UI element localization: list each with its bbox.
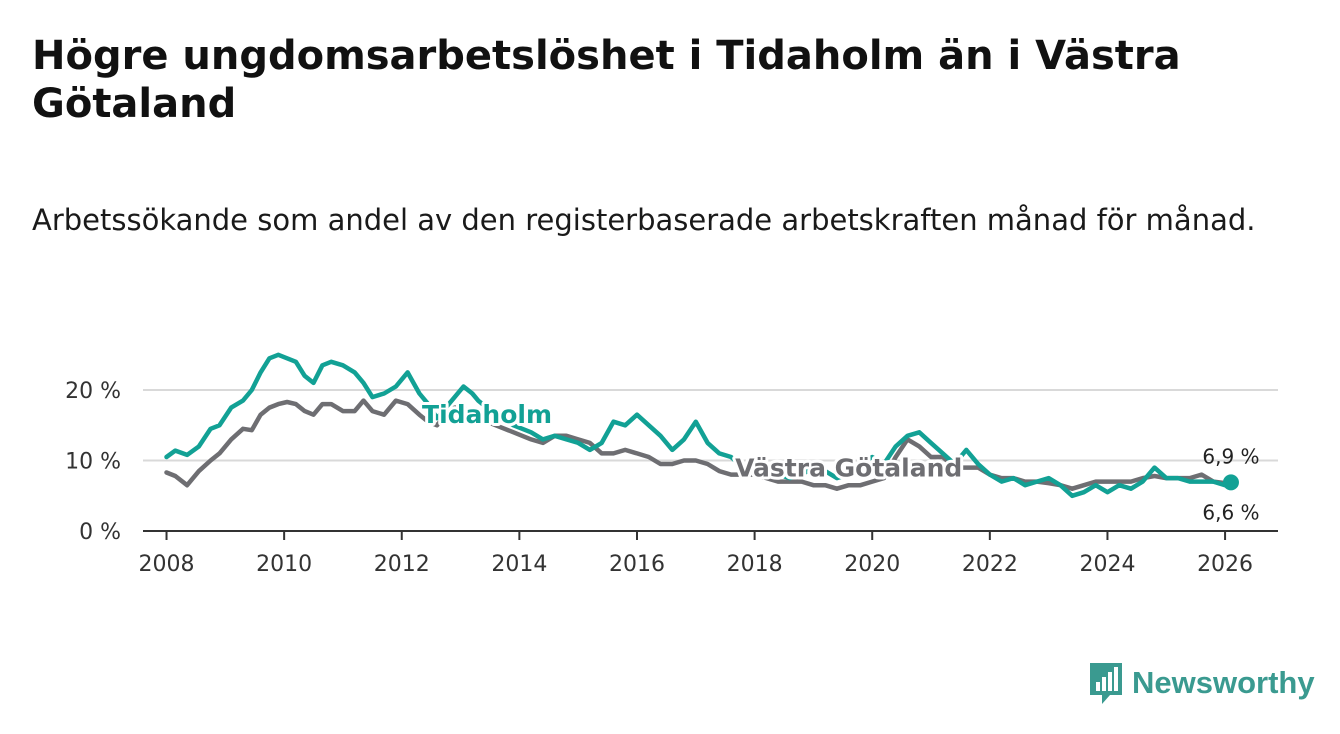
- x-tick-label: 2026: [1197, 552, 1253, 577]
- end-marker-tidaholm: [1222, 474, 1239, 491]
- end-value-label-vastra-gotaland: 6,6 %: [1202, 500, 1259, 524]
- x-tick-label: 2022: [962, 552, 1018, 577]
- x-tick-label: 2012: [374, 552, 430, 577]
- newsworthy-logo-icon: [1090, 663, 1122, 704]
- x-tick-label: 2014: [491, 552, 547, 577]
- y-tick-label: 10 %: [65, 450, 121, 475]
- chart-title: Högre ungdomsarbetslöshet i Tidaholm än …: [32, 33, 1181, 127]
- y-axis: 0 % 10 % 20 %: [65, 379, 121, 545]
- newsworthy-logo[interactable]: Newsworthy: [1088, 660, 1315, 706]
- chart-subtitle: Arbetssökande som andel av den registerb…: [32, 203, 1256, 237]
- series-lines: [164, 352, 1239, 499]
- series-labels: Tidaholm Västra Götaland 6,9 % 6,6 %: [419, 397, 1260, 524]
- series-line-tidaholm: [164, 352, 1234, 499]
- x-tick-label: 2018: [727, 552, 783, 577]
- newsworthy-logo-text: Newsworthy: [1132, 665, 1315, 700]
- x-tick-label: 2024: [1079, 552, 1135, 577]
- x-axis: 2008 2010 2012 2014 2016 2018 2020 2022 2024 2026: [139, 531, 1253, 577]
- x-tick-label: 2010: [256, 552, 312, 577]
- end-value-label-tidaholm: 6,9 %: [1202, 444, 1259, 468]
- series-line-vastra-gotaland: [164, 398, 1234, 491]
- series-label-vastra-gotaland: Västra Götaland: [735, 454, 962, 483]
- grid-lines: [143, 389, 1278, 462]
- y-tick-label: 20 %: [65, 379, 121, 404]
- x-tick-label: 2008: [139, 552, 195, 577]
- x-tick-label: 2020: [844, 552, 900, 577]
- x-tick-label: 2016: [609, 552, 665, 577]
- series-label-tidaholm: Tidaholm: [422, 400, 552, 429]
- y-tick-label: 0 %: [79, 520, 121, 545]
